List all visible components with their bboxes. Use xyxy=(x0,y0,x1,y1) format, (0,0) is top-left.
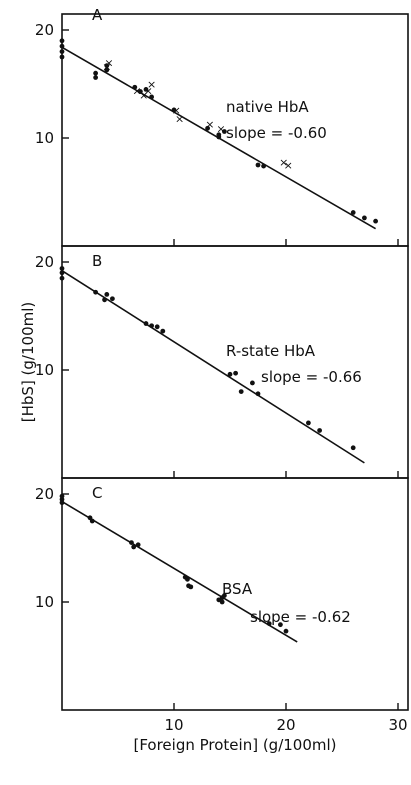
panel-b-data-point xyxy=(255,391,261,397)
panel-a-data-point-x: × xyxy=(102,61,111,74)
panel-c-data-point xyxy=(131,544,137,550)
panel-a-data-point xyxy=(149,94,155,100)
panel-b-data-point xyxy=(143,321,149,326)
panel-a-data-point xyxy=(59,43,65,49)
panel-a-data-point xyxy=(59,54,65,60)
x-tick-label: 30 xyxy=(388,716,407,734)
panel-a-data-point xyxy=(373,218,378,224)
panel-b-letter: B xyxy=(92,252,102,270)
panel-b-data-point xyxy=(59,275,65,281)
panel-c-frame xyxy=(61,477,409,711)
panel-c-slope: slope = -0.62 xyxy=(250,608,351,626)
panel-b-data-point xyxy=(104,292,110,297)
panel-c-data-point xyxy=(89,518,95,524)
panel-c-data-point xyxy=(219,599,225,605)
panel-c-data-point xyxy=(59,493,65,499)
panel-a-data-point xyxy=(132,84,138,90)
panel-c-data-point xyxy=(222,593,227,598)
panel-b-data-point xyxy=(154,324,160,330)
panel-a-annotation: native HbA xyxy=(226,98,309,116)
panel-c-letter: C xyxy=(92,484,102,502)
panel-a-data-point xyxy=(59,49,65,54)
panel-b-data-point xyxy=(149,323,155,329)
panel-a-data-point xyxy=(143,87,149,92)
panel-b-data-point xyxy=(59,266,65,271)
panel-a-data-point xyxy=(138,89,143,94)
panel-c-data-point xyxy=(135,542,141,548)
panel-a-data-point-x: × xyxy=(205,118,214,131)
panel-c-annotation: BSA xyxy=(222,580,253,598)
panel-a-data-point-x: × xyxy=(172,104,181,117)
panel-a-data-point-x: × xyxy=(144,84,153,97)
panel-a-data-point-x: × xyxy=(139,89,148,102)
panel-b-slope: slope = -0.66 xyxy=(261,368,362,386)
panel-c-y-tick-label: 10 xyxy=(35,593,54,611)
panel-c-data-point xyxy=(278,622,283,628)
panel-b-data-point xyxy=(160,328,166,334)
panel-b-data-point xyxy=(59,270,65,276)
panel-a-data-point xyxy=(93,75,98,80)
panel-b-y-tick-label: 20 xyxy=(35,253,54,271)
panel-b-frame xyxy=(61,245,409,479)
panel-b-data-point xyxy=(250,380,255,386)
panel-a-y-tick-label: 10 xyxy=(35,129,54,147)
panel-c-y-tick-label: 20 xyxy=(35,485,54,503)
panel-a-y-tick-label: 20 xyxy=(35,21,54,39)
panel-b xyxy=(61,245,409,479)
panel-a-data-point-x: × xyxy=(279,156,288,169)
panel-a-slope: slope = -0.60 xyxy=(226,124,327,142)
x-axis-title: [Foreign Protein] (g/100ml) xyxy=(133,736,336,754)
panel-a-data-point xyxy=(104,67,110,73)
panel-b-annotation: R-state HbA xyxy=(226,342,316,360)
panel-a-data-point xyxy=(222,129,227,134)
panel-b-data-point xyxy=(227,371,233,377)
panel-a-data-point-x: × xyxy=(104,56,113,69)
panel-a-data-point xyxy=(255,162,261,168)
panel-c-data-point xyxy=(188,584,194,590)
panel-a-data-point-x: × xyxy=(147,78,156,91)
panel-c-data-point xyxy=(129,540,134,545)
panel-a-data-point xyxy=(350,210,356,215)
panel-c-data-point xyxy=(185,576,190,582)
panel-b-data-point xyxy=(110,296,115,302)
panel-a-data-point xyxy=(205,125,211,131)
panel-a-data-point-x: × xyxy=(132,84,141,97)
panel-b-data-point xyxy=(102,297,107,303)
x-tick-label: 10 xyxy=(164,716,183,734)
panel-a-data-point xyxy=(59,38,65,44)
panel-c-data-point xyxy=(283,628,289,634)
panel-a-data-point xyxy=(216,134,222,140)
panel-c-fit-line xyxy=(61,500,298,643)
panel-a-data-point-x: × xyxy=(284,159,293,172)
panel-c-data-point xyxy=(266,621,272,626)
panel-c-data-point xyxy=(59,500,65,506)
panel-a-data-point xyxy=(261,163,266,169)
panel-b-data-point xyxy=(306,420,311,426)
panel-b-data-point xyxy=(350,445,356,451)
panel-a-data-point xyxy=(104,63,110,69)
x-tick-label: 20 xyxy=(276,716,295,734)
y-axis-title: [HbS] (g/100ml) xyxy=(19,302,37,422)
panel-b-data-point xyxy=(238,389,244,394)
panel-a-data-point-x: × xyxy=(175,113,184,126)
panel-b-fit-line xyxy=(61,269,365,464)
panel-a-data-point xyxy=(362,215,367,221)
panel-b-y-tick-label: 10 xyxy=(35,361,54,379)
panel-c xyxy=(61,477,409,711)
panel-b-data-point xyxy=(317,428,322,433)
panel-b-data-point xyxy=(233,370,239,376)
panel-a-data-point xyxy=(171,107,177,113)
panel-b-data-point xyxy=(93,289,98,295)
panel-a-data-point-x: × xyxy=(216,122,225,135)
panel-a-letter: A xyxy=(92,6,103,24)
panel-a-data-point xyxy=(93,70,98,76)
